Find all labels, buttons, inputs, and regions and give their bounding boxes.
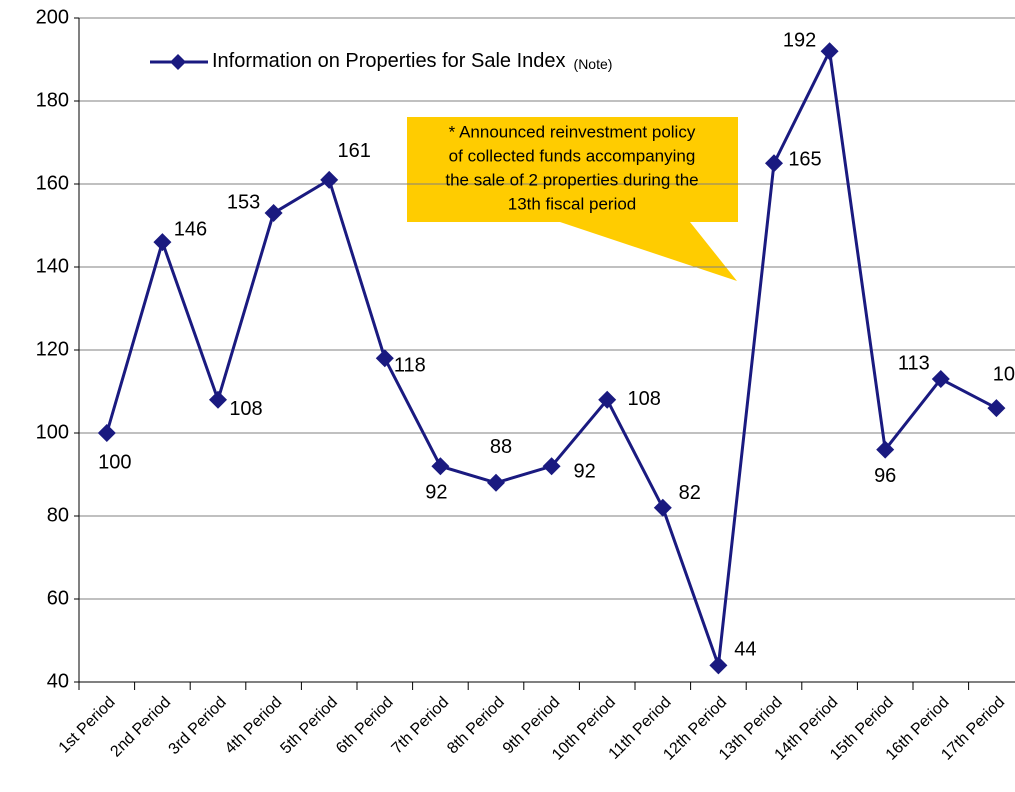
marker [487, 473, 505, 492]
data-label: 113 [898, 352, 930, 374]
x-tick-label: 8th Period [444, 694, 508, 758]
marker [320, 170, 339, 189]
data-label: 108 [229, 398, 262, 420]
marker [209, 390, 227, 409]
marker [820, 42, 839, 61]
x-tick-label: 3rd Period [166, 694, 230, 758]
data-label: 108 [628, 388, 661, 410]
y-tick-label: 60 [47, 587, 69, 609]
marker [431, 457, 450, 476]
marker [97, 424, 116, 442]
marker [375, 349, 394, 368]
marker [765, 154, 783, 173]
annotation-line: of collected funds accompanying [449, 146, 696, 165]
legend-marker [170, 54, 186, 70]
legend-label: Information on Properties for Sale Index… [212, 50, 612, 72]
y-tick-label: 160 [36, 172, 69, 194]
y-tick-label: 100 [36, 421, 69, 443]
y-tick-label: 140 [36, 255, 69, 277]
legend-name: Information on Properties for Sale Index [212, 50, 566, 72]
y-tick-label: 180 [36, 89, 69, 111]
marker [931, 370, 950, 389]
data-label: 82 [679, 482, 701, 504]
marker [709, 656, 728, 675]
marker [987, 399, 1006, 418]
data-label: 92 [425, 481, 447, 503]
annotation-line: the sale of 2 properties during the [445, 170, 698, 189]
x-tick-label: 2nd Period [107, 694, 174, 761]
y-tick-label: 40 [47, 670, 69, 692]
data-label: 106 [993, 363, 1015, 385]
data-label: 118 [394, 355, 426, 377]
y-tick-label: 200 [36, 6, 69, 28]
data-label: 161 [338, 140, 371, 162]
marker [542, 457, 561, 476]
x-tick-label: 7th Period [389, 694, 453, 758]
callout-pointer [560, 222, 737, 281]
data-label: 96 [874, 465, 896, 487]
marker [653, 498, 672, 517]
data-label: 165 [788, 149, 821, 171]
marker [153, 233, 172, 252]
x-tick-label: 4th Period [222, 694, 286, 758]
data-label: 88 [490, 436, 512, 458]
annotation-box [407, 117, 738, 222]
marker [598, 390, 617, 409]
data-label: 92 [573, 460, 595, 482]
data-label: 146 [174, 218, 207, 240]
marker [264, 204, 283, 223]
y-tick-label: 120 [36, 338, 69, 360]
data-label: 44 [734, 639, 756, 661]
y-tick-label: 80 [47, 504, 69, 526]
annotation-line: * Announced reinvestment policy [449, 122, 696, 141]
data-label: 153 [227, 191, 260, 213]
legend-note: (Note) [574, 56, 613, 72]
x-tick-label: 5th Period [277, 694, 341, 758]
data-label: 100 [98, 451, 131, 473]
data-label: 192 [783, 29, 816, 51]
x-tick-label: 6th Period [333, 694, 397, 758]
marker [876, 440, 895, 459]
annotation-line: 13th fiscal period [508, 194, 637, 213]
